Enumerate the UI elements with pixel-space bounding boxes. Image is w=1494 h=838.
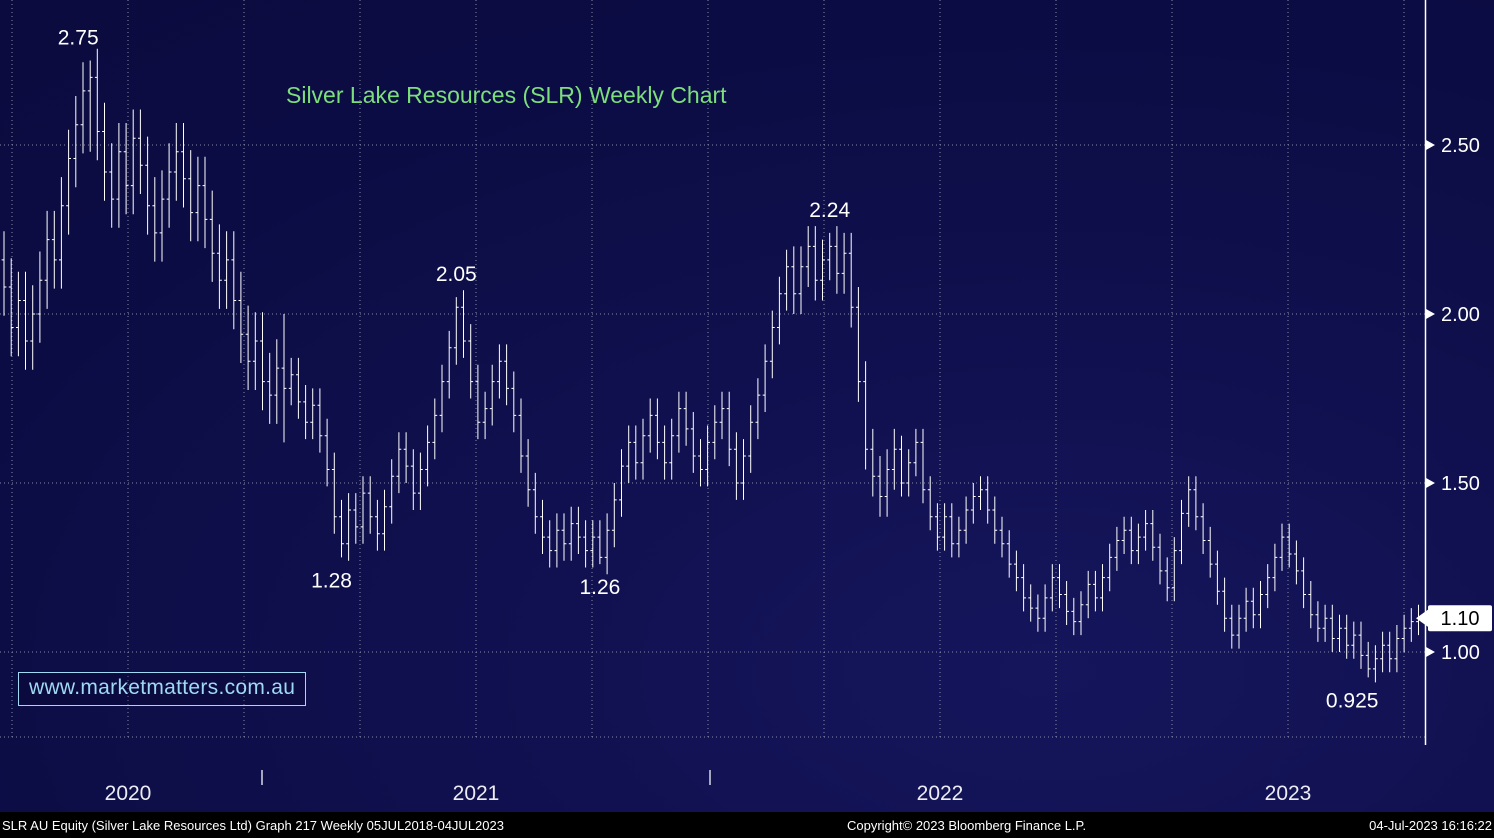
footer-security-info: SLR AU Equity (Silver Lake Resources Ltd… bbox=[2, 818, 504, 833]
x-axis-year-label: 2020 bbox=[105, 782, 152, 805]
price-extreme-label: 2.05 bbox=[436, 263, 477, 286]
x-axis-year-label: 2022 bbox=[917, 782, 964, 805]
last-price-badge bbox=[1428, 605, 1492, 632]
footer-copyright: Copyright© 2023 Bloomberg Finance L.P. bbox=[847, 818, 1087, 833]
price-extreme-label: 1.26 bbox=[579, 576, 620, 599]
price-extreme-label: 2.24 bbox=[809, 199, 850, 222]
y-axis-tick-arrow bbox=[1426, 647, 1435, 657]
x-axis-year-label: 2023 bbox=[1265, 782, 1312, 805]
price-extreme-label: 1.28 bbox=[311, 569, 352, 592]
footer-timestamp: 04-Jul-2023 16:16:22 bbox=[1369, 818, 1492, 833]
footer-bar: SLR AU Equity (Silver Lake Resources Ltd… bbox=[0, 812, 1494, 838]
last-price-label: 1.10 bbox=[1441, 608, 1480, 630]
price-extreme-label: 2.75 bbox=[58, 27, 99, 50]
y-axis-tick-arrow bbox=[1426, 140, 1435, 150]
y-axis-label: 2.50 bbox=[1441, 135, 1480, 157]
y-axis-tick-arrow bbox=[1426, 478, 1435, 488]
price-bars bbox=[1, 48, 1421, 683]
y-axis-label: 1.00 bbox=[1441, 642, 1480, 664]
last-price-arrow bbox=[1416, 608, 1430, 629]
watermark-link[interactable]: www.marketmatters.com.au bbox=[18, 672, 307, 706]
y-axis-tick-arrow bbox=[1426, 309, 1435, 319]
chart-title: Silver Lake Resources (SLR) Weekly Chart bbox=[286, 82, 727, 108]
price-chart-canvas[interactable]: 2.75 1.28 2.05 1.26 2.24 0.925 2.50 2.00 1.50 1.0… bbox=[0, 0, 1494, 812]
y-axis-label: 2.00 bbox=[1441, 304, 1480, 326]
price-extreme-label: 0.925 bbox=[1326, 689, 1379, 712]
y-axis-label: 1.50 bbox=[1441, 473, 1480, 495]
x-axis-year-label: 2021 bbox=[453, 782, 500, 805]
